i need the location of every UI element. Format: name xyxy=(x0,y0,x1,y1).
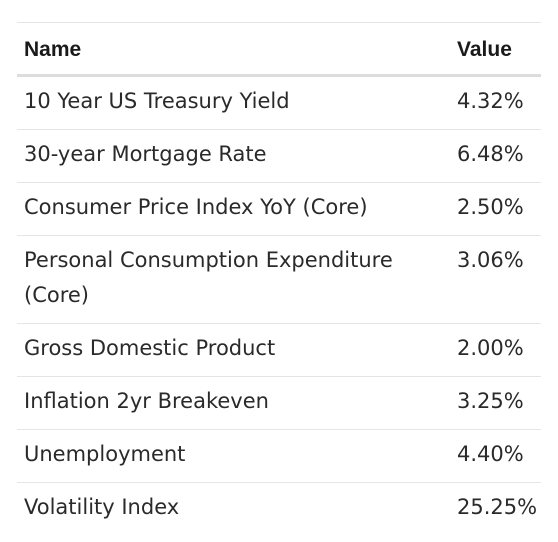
indicator-name: 10 Year US Treasury Yield xyxy=(24,89,290,113)
indicator-name: Inflation 2yr Breakeven xyxy=(24,389,269,413)
indicator-value: 3.25% xyxy=(457,389,524,413)
table-row: Personal Consumption Expenditure (Core) … xyxy=(17,236,541,324)
table-header-row: Name Value xyxy=(17,23,541,77)
table-row: Gross Domestic Product 2.00% xyxy=(17,324,541,377)
indicator-value: 2.50% xyxy=(457,195,524,219)
indicator-name: Consumer Price Index YoY (Core) xyxy=(24,195,368,219)
indicator-value: 4.32% xyxy=(457,89,524,113)
table-row: Unemployment 4.40% xyxy=(17,430,541,483)
indicator-name: Gross Domestic Product xyxy=(24,336,276,360)
column-header-value[interactable]: Value xyxy=(457,37,512,61)
table-row: Volatility Index 25.25% xyxy=(17,483,541,535)
indicator-value: 2.00% xyxy=(457,336,524,360)
indicator-value: 4.40% xyxy=(457,442,524,466)
indicator-value: 6.48% xyxy=(457,142,524,166)
column-header-name[interactable]: Name xyxy=(24,37,82,61)
indicator-name: Personal Consumption Expenditure (Core) xyxy=(24,248,393,307)
indicator-value: 25.25% xyxy=(457,495,538,519)
indicator-name: 30-year Mortgage Rate xyxy=(24,142,267,166)
indicator-name: Volatility Index xyxy=(24,495,180,519)
indicator-name: Unemployment xyxy=(24,442,186,466)
economic-indicators-table: Name Value 10 Year US Treasury Yield 4.3… xyxy=(17,22,541,535)
table-row: Inflation 2yr Breakeven 3.25% xyxy=(17,377,541,430)
table-row: 30-year Mortgage Rate 6.48% xyxy=(17,130,541,183)
table-row: Consumer Price Index YoY (Core) 2.50% xyxy=(17,183,541,236)
table-row: 10 Year US Treasury Yield 4.32% xyxy=(17,77,541,130)
indicator-value: 3.06% xyxy=(457,248,524,272)
